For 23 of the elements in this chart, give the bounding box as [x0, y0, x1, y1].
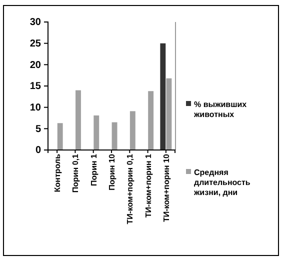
legend-label: % выживших животных — [193, 100, 248, 119]
y-tick-label: 10 — [30, 102, 42, 114]
y-tick-label: 20 — [30, 60, 42, 71]
x-tick-label: Контроль — [53, 154, 62, 192]
bar — [57, 123, 63, 150]
bar — [76, 90, 81, 150]
y-tick-label: 25 — [30, 38, 42, 50]
x-tick-label: Порин 1 — [89, 153, 98, 186]
bar — [166, 78, 172, 150]
bar — [130, 111, 136, 150]
bar — [94, 115, 100, 150]
y-tick-label: 30 — [30, 17, 42, 28]
bar — [148, 91, 154, 150]
x-tick-label: ТИ-ком+порин 1 — [144, 153, 153, 218]
x-tick-label: ТИ-ком+порин 0,1 — [126, 153, 135, 224]
y-tick-label: 5 — [35, 124, 42, 135]
x-tick-label: ТИ-ком+порин 10 — [162, 153, 171, 222]
legend-label: Средняя длительность жизни, дни — [193, 168, 250, 197]
y-tick-label: 15 — [30, 81, 42, 92]
x-tick-label: Порин 0,1 — [71, 153, 80, 193]
bar — [160, 43, 166, 150]
x-tick-label: Порин 10 — [108, 153, 116, 190]
y-tick-label: 0 — [35, 145, 42, 156]
